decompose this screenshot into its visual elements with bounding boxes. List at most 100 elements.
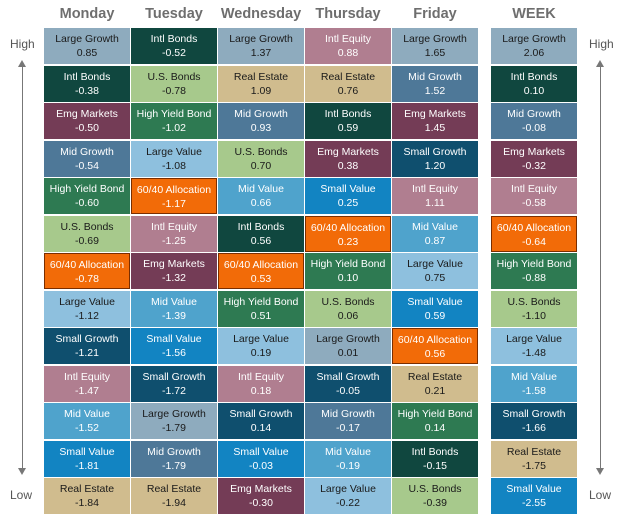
return-value-label: -0.19: [336, 459, 360, 472]
asset-class-label: Large Growth: [316, 333, 380, 345]
asset-class-label: Small Value: [233, 445, 289, 458]
quilt-cell: Small Growth 0.14: [218, 403, 304, 439]
return-value-label: 0.66: [250, 197, 272, 209]
return-value-label: -0.78: [75, 273, 99, 285]
quilt-cell: Mid Value -1.39: [131, 290, 217, 327]
quilt-cell: Small Value -0.03: [218, 440, 304, 477]
asset-class-label: Emg Markets: [503, 145, 565, 158]
return-value-label: -0.08: [522, 122, 546, 134]
quilt-cell: Large Value -1.12: [44, 290, 130, 327]
quilt-cell: Emg Markets 1.45: [392, 103, 478, 139]
quilt-cell: Large Value -1.48: [491, 328, 577, 364]
return-value-label: -1.39: [162, 309, 186, 322]
asset-class-label: Mid Value: [325, 445, 371, 458]
asset-class-label: Large Value: [320, 483, 376, 495]
return-value-label: 0.10: [523, 84, 545, 97]
asset-class-label: Mid Growth: [234, 108, 288, 120]
quilt-cell: Real Estate -1.75: [491, 440, 577, 477]
return-value-label: -1.79: [162, 459, 186, 472]
low-label-left: Low: [10, 488, 33, 502]
asset-class-label: U.S. Bonds: [321, 295, 375, 308]
low-label-right: Low: [589, 488, 612, 502]
quilt-cell: 60/40 Allocation -0.78: [44, 253, 130, 289]
quilt-cell: Mid Value 0.66: [218, 178, 304, 214]
return-value-label: -0.03: [249, 459, 273, 472]
return-value-label: 2.06: [523, 47, 545, 59]
return-value-label: 1.37: [250, 47, 272, 59]
asset-class-label: 60/40 Allocation: [397, 334, 473, 346]
quilt-cell: Small Value 0.59: [392, 290, 478, 327]
return-value-label: -1.81: [75, 459, 99, 472]
asset-class-label: U.S. Bonds: [234, 145, 288, 158]
asset-class-label: Emg Markets: [143, 258, 205, 270]
quilt-cell: Intl Equity -0.58: [491, 178, 577, 214]
column-header-thursday: Thursday: [315, 6, 381, 22]
return-value-label: -0.05: [336, 384, 360, 397]
quilt-cell: Intl Equity 1.11: [392, 178, 478, 214]
quilt-cell: Real Estate -1.84: [44, 478, 130, 514]
return-value-label: -0.64: [522, 235, 546, 248]
quilt-cell: Large Value 0.19: [218, 328, 304, 364]
asset-class-label: Small Growth: [403, 145, 467, 158]
asset-class-label: Intl Equity: [411, 183, 459, 195]
return-value-label: -1.17: [162, 198, 186, 210]
quilt-cell: Intl Equity 0.88: [305, 28, 391, 64]
quilt-cell: 60/40 Allocation -0.64: [491, 215, 577, 252]
asset-class-label: Large Growth: [502, 33, 566, 45]
quilt-cell: Real Estate 0.76: [305, 65, 391, 102]
quilt-cell: High Yield Bond -0.60: [44, 178, 130, 214]
asset-class-label: Large Growth: [142, 408, 206, 420]
return-value-label: 0.53: [250, 273, 272, 285]
return-value-label: -1.32: [162, 272, 186, 284]
asset-class-label: Small Value: [146, 333, 202, 345]
quilt-cell: 60/40 Allocation -1.17: [131, 178, 217, 214]
return-value-label: -1.75: [522, 459, 546, 472]
return-value-label: -0.58: [522, 197, 546, 209]
quilt-cell: Emg Markets 0.38: [305, 140, 391, 177]
return-value-label: 0.51: [250, 309, 272, 322]
return-value-label: -0.54: [75, 159, 99, 172]
quilt-cell: Intl Bonds -0.38: [44, 65, 130, 102]
quilt-cell: Mid Growth -0.08: [491, 103, 577, 139]
quilt-cell: U.S. Bonds -0.78: [131, 65, 217, 102]
asset-class-label: U.S. Bonds: [507, 295, 561, 308]
quilt-cell: 60/40 Allocation 0.56: [392, 328, 478, 364]
quilt-cell: U.S. Bonds 0.70: [218, 140, 304, 177]
return-value-label: 1.52: [424, 84, 446, 97]
asset-class-label: Mid Growth: [60, 145, 114, 158]
return-value-label: -1.94: [162, 497, 186, 509]
return-value-label: 1.20: [424, 159, 446, 172]
asset-class-label: 60/40 Allocation: [49, 259, 125, 271]
quilt-cell: 60/40 Allocation 0.53: [218, 253, 304, 289]
return-value-label: 0.25: [337, 197, 359, 209]
return-value-label: 0.18: [250, 384, 272, 397]
return-value-label: 0.14: [424, 422, 446, 434]
asset-class-label: Intl Bonds: [324, 108, 372, 120]
return-value-label: 0.88: [337, 47, 359, 59]
asset-class-label: Small Growth: [142, 370, 206, 383]
return-value-label: -0.30: [249, 497, 273, 509]
return-value-label: 0.21: [424, 384, 446, 397]
asset-class-label: High Yield Bond: [397, 408, 473, 420]
quilt-cell: Mid Value -1.58: [491, 365, 577, 402]
asset-class-label: Large Growth: [55, 33, 119, 45]
return-value-label: -1.56: [162, 347, 186, 359]
quilt-cell: Intl Bonds -0.52: [131, 28, 217, 64]
asset-class-label: Intl Bonds: [411, 445, 459, 458]
column-header-wednesday: Wednesday: [220, 6, 302, 22]
quilt-cell: Small Growth -1.72: [131, 365, 217, 402]
quilt-cell: 60/40 Allocation 0.23: [305, 215, 391, 252]
asset-class-label: Small Growth: [55, 333, 119, 345]
return-value-label: -1.84: [75, 497, 99, 509]
quilt-cell: Mid Growth 1.52: [392, 65, 478, 102]
quilt-cell: High Yield Bond 0.51: [218, 290, 304, 327]
quilt-cell: Large Growth 1.65: [392, 28, 478, 64]
return-value-label: 1.45: [424, 122, 446, 134]
asset-class-label: Mid Growth: [147, 445, 201, 458]
quilt-cell: Emg Markets -0.32: [491, 140, 577, 177]
quilt-cell: Intl Bonds 0.59: [305, 103, 391, 139]
asset-class-label: Intl Equity: [150, 220, 198, 233]
asset-class-label: High Yield Bond: [223, 295, 299, 308]
asset-class-label: 60/40 Allocation: [136, 184, 212, 196]
up-arrow-icon-left: [18, 60, 26, 67]
